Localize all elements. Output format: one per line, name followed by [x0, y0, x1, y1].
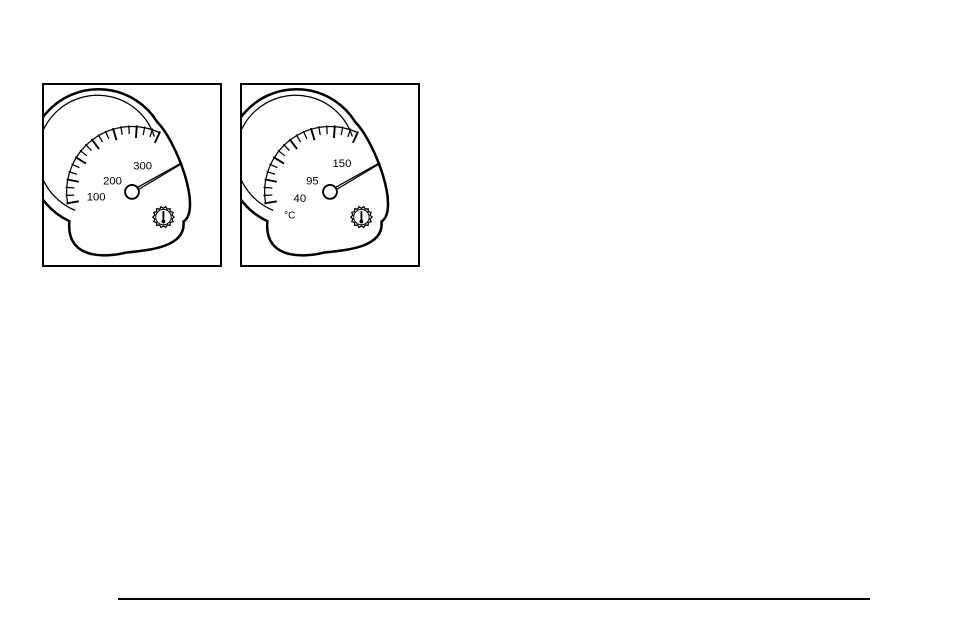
gauge-frame-left: 100 200 300 — [42, 83, 222, 267]
gauge-hub — [125, 185, 139, 199]
gauge-label: 150 — [333, 158, 352, 170]
page: 100 200 300 40 95 150 °C — [0, 0, 954, 636]
gauge-frame-right: 40 95 150 °C — [240, 83, 420, 267]
gauge-hub — [323, 185, 337, 199]
gauge-label: °C — [284, 210, 295, 221]
gauge-label: 100 — [87, 192, 106, 204]
gauge-label: 40 — [294, 193, 307, 205]
gauge-label: 300 — [133, 160, 152, 172]
gauge-label: 200 — [103, 175, 122, 187]
footer-rule — [118, 598, 870, 600]
gauge-label: 95 — [306, 175, 319, 187]
